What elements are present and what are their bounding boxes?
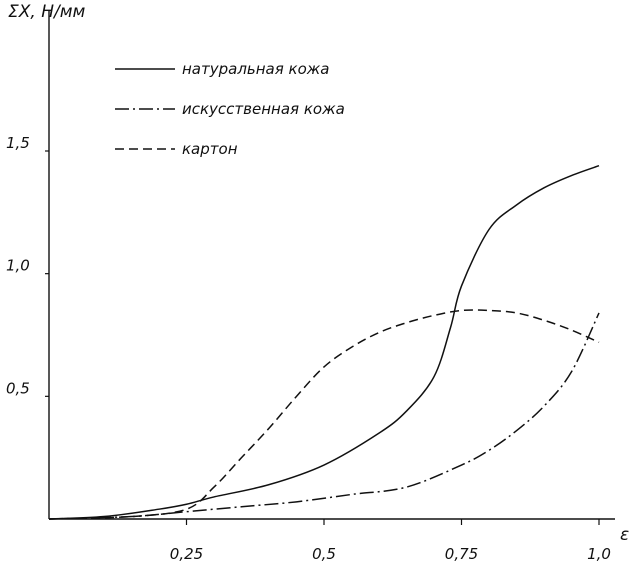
x-tick-label: 0,5 <box>312 545 336 563</box>
x-tick-label: 0,75 <box>445 545 478 563</box>
legend-label-2: искусственная кожа <box>182 100 345 118</box>
series-line-2 <box>48 312 600 520</box>
legend-label-3: картон <box>182 140 238 158</box>
x-tick-label: 0,25 <box>170 545 203 563</box>
legend-label-1: натуральная кожа <box>182 60 330 78</box>
x-axis-title: ε <box>620 525 629 545</box>
series-layer <box>48 165 600 520</box>
series-line-1 <box>48 165 600 520</box>
ticks: 0,25 0,5 0,75 1,0 0,5 1,0 1,5 <box>6 134 611 563</box>
series-line-3 <box>48 309 600 520</box>
legend: натуральная кожа искусственная кожа картон <box>115 60 345 158</box>
x-tick-label: 1,0 <box>587 545 611 563</box>
y-tick-label: 1,0 <box>6 257 30 275</box>
y-tick-label: 1,5 <box>6 134 30 152</box>
y-axis-title: ΣX, Н/мм <box>8 2 86 22</box>
y-tick-label: 0,5 <box>6 379 30 397</box>
